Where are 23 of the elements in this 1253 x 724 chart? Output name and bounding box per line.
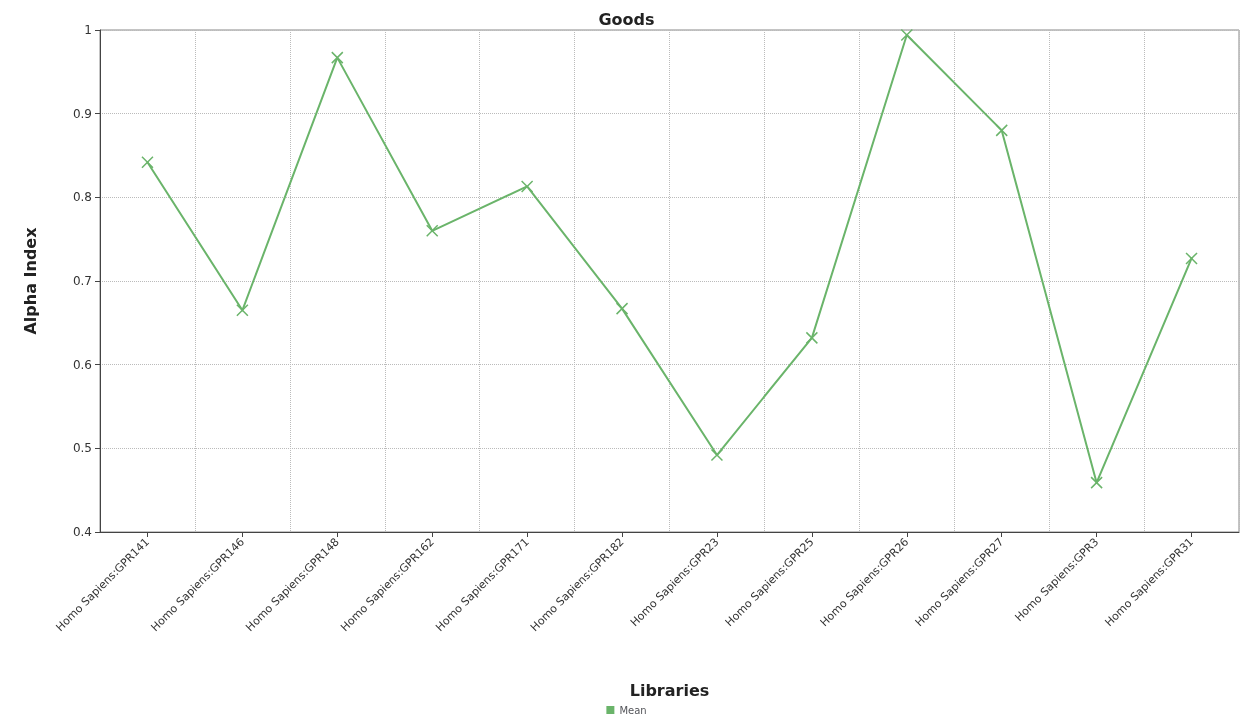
y-tick-label: 1 <box>84 23 92 37</box>
point <box>425 224 439 238</box>
point <box>805 331 819 345</box>
y-axis-title: Alpha Index <box>20 226 40 335</box>
y-tick-label: 0.9 <box>72 106 92 121</box>
point <box>900 28 914 42</box>
y-tick-label: 0.7 <box>72 274 92 288</box>
legend-label: Mean <box>619 704 647 716</box>
point <box>995 124 1008 137</box>
point <box>331 51 344 64</box>
chart-title: Goods <box>598 9 655 29</box>
point <box>141 155 154 169</box>
y-tick-label: 0.8 <box>72 190 92 205</box>
point <box>615 302 629 315</box>
y-tick-label: 0.5 <box>72 441 92 456</box>
point <box>1185 252 1198 265</box>
point <box>710 448 724 462</box>
point <box>520 180 534 193</box>
point <box>1090 476 1103 489</box>
point <box>236 304 249 317</box>
y-tick-label: 0.4 <box>72 525 92 539</box>
x-axis-title: Libraries <box>629 680 710 700</box>
y-tick-label: 0.6 <box>72 357 92 372</box>
